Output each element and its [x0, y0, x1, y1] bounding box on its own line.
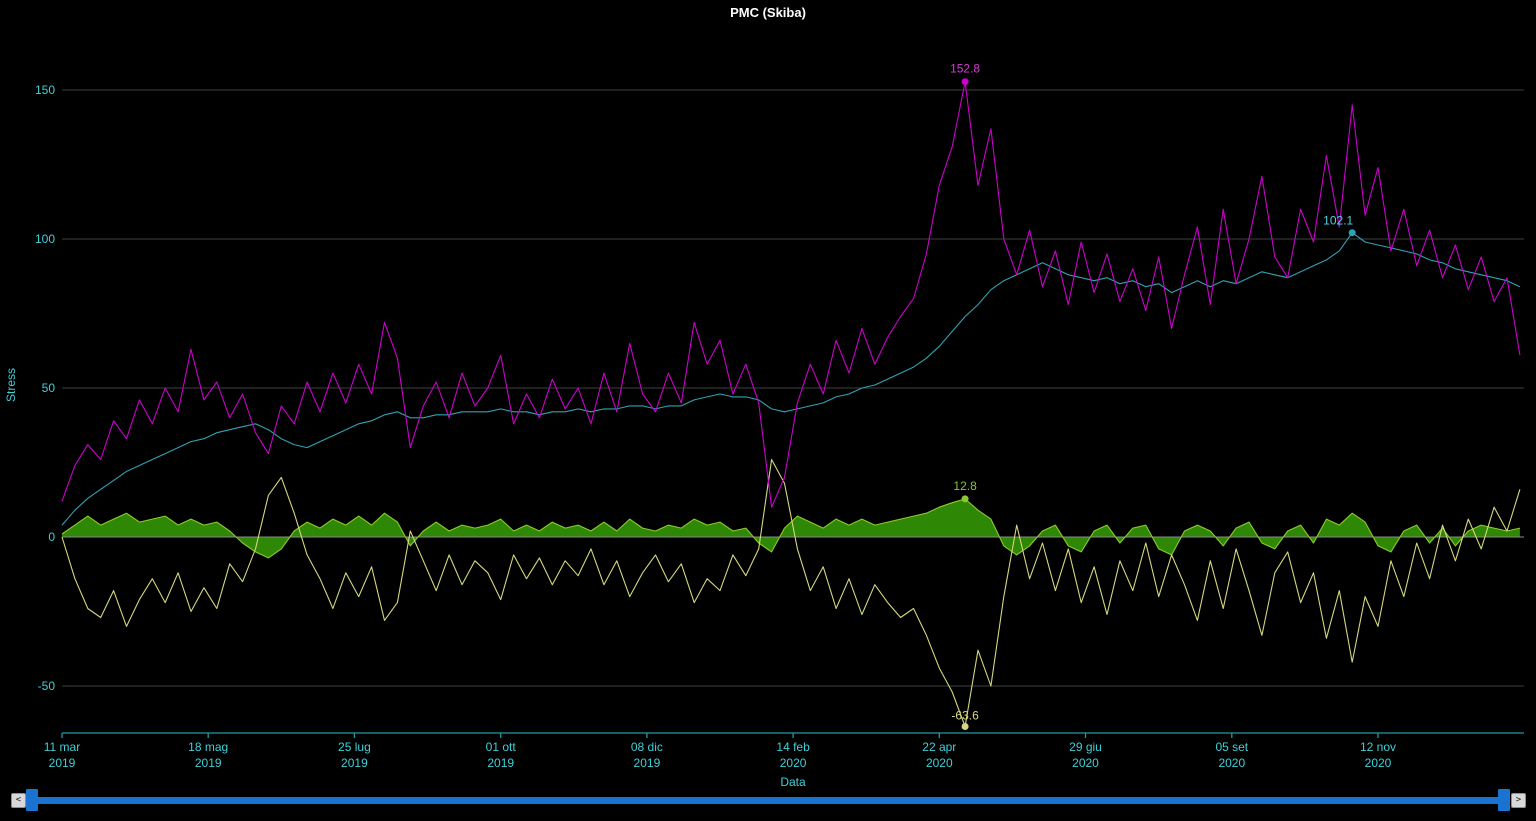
- x-tick-label-line1: 05 set: [1215, 740, 1248, 754]
- scroll-right-button[interactable]: >: [1511, 793, 1526, 808]
- cyan-line-annotation: 102.1: [1323, 214, 1353, 228]
- x-tick-label-line2: 2019: [49, 756, 76, 770]
- x-tick-label-line1: 08 dic: [631, 740, 663, 754]
- date-range-scrollbar: < >: [0, 788, 1536, 814]
- green-area-annotation: 12.8: [953, 479, 977, 493]
- magenta-line-annotation: 152.8: [950, 62, 980, 76]
- x-tick-label-line2: 2020: [1365, 756, 1392, 770]
- yellow-line-annotation: -63.6: [951, 709, 979, 723]
- y-tick-label: 0: [48, 530, 55, 544]
- x-tick-label-line1: 11 mar: [44, 740, 80, 754]
- y-tick-label: 50: [42, 381, 56, 395]
- green-area-marker: [962, 495, 969, 502]
- y-tick-label: 100: [35, 232, 55, 246]
- x-tick-label-line1: 29 giu: [1069, 740, 1102, 754]
- x-tick-label-line2: 2020: [780, 756, 807, 770]
- x-tick-label-line2: 2020: [1072, 756, 1099, 770]
- x-tick-label-line2: 2020: [926, 756, 953, 770]
- y-tick-label: 150: [35, 83, 55, 97]
- x-tick-label-line2: 2020: [1218, 756, 1245, 770]
- scroll-left-button[interactable]: <: [11, 793, 26, 808]
- magenta-line-marker: [962, 78, 969, 85]
- range-handle-right[interactable]: [1498, 789, 1510, 811]
- pmc-chart-window: PMC (Skiba) Stress 150100500-5011 mar201…: [0, 0, 1536, 821]
- cyan-line: [62, 233, 1520, 525]
- x-tick-label-line2: 2019: [634, 756, 661, 770]
- x-tick-label-line1: 14 feb: [776, 740, 810, 754]
- x-axis-title: Data: [62, 775, 1524, 789]
- x-tick-label-line2: 2019: [195, 756, 222, 770]
- y-tick-label: -50: [38, 679, 56, 693]
- x-tick-label-line1: 18 mag: [188, 740, 228, 754]
- x-tick-label-line1: 22 apr: [922, 740, 956, 754]
- x-tick-label-line1: 01 ott: [486, 740, 517, 754]
- range-track[interactable]: [32, 797, 1498, 804]
- pmc-plot-canvas: 150 100 50 0 -50 11 mar 2019 18 mag 2019 25 lug 20…: [0, 0, 1536, 788]
- x-tick-label-line1: 12 nov: [1360, 740, 1396, 754]
- magenta-line: [62, 82, 1520, 508]
- x-tick-label-line2: 2019: [341, 756, 368, 770]
- x-tick-label-line2: 2019: [487, 756, 514, 770]
- x-tick-label-line1: 25 lug: [338, 740, 371, 754]
- yellow-line-marker: [962, 723, 969, 730]
- cyan-line-marker: [1349, 229, 1356, 236]
